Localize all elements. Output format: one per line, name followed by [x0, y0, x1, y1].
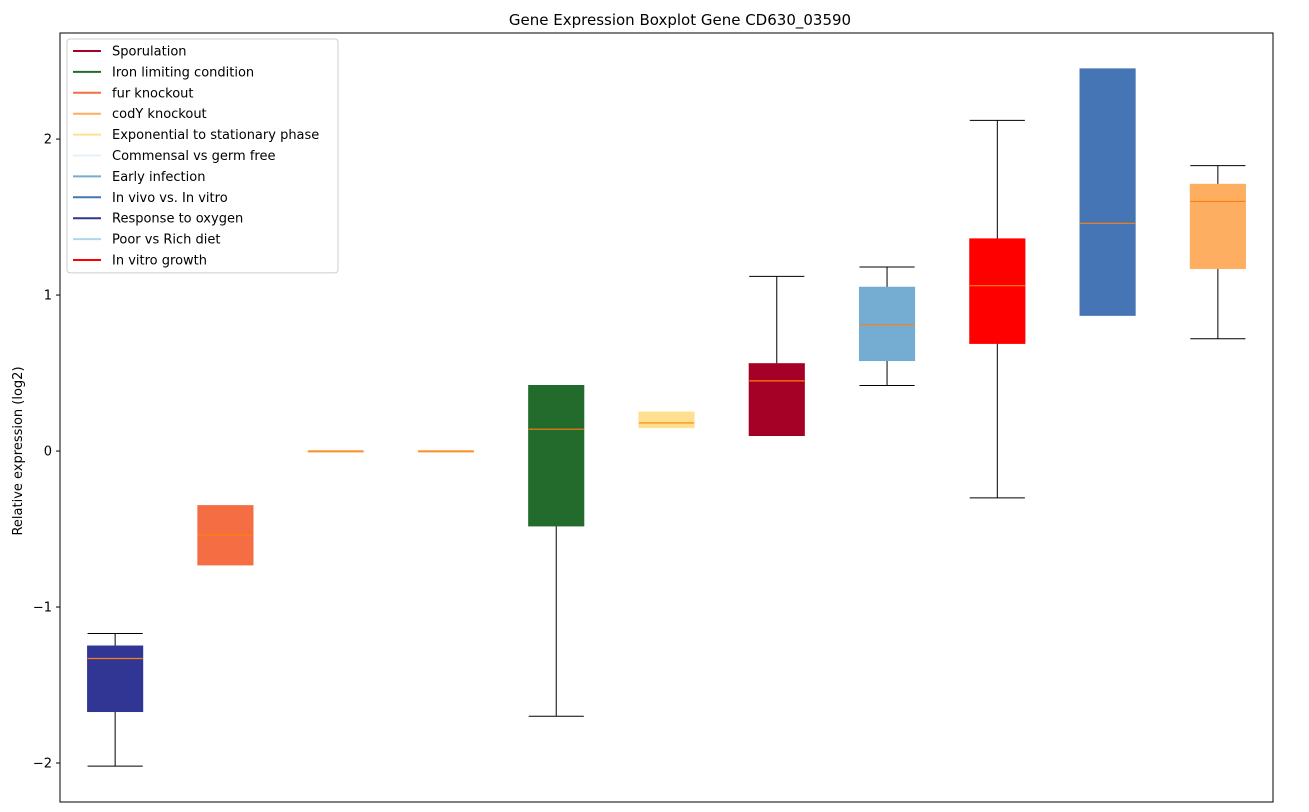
box-body — [969, 238, 1026, 344]
boxes-group — [87, 68, 1246, 767]
legend-label: Early infection — [112, 170, 205, 185]
legend-label: codY knockout — [112, 107, 207, 122]
legend-label: In vivo vs. In vitro — [112, 191, 228, 206]
legend: Sporulation Iron limiting condition fur kn… — [66, 38, 339, 274]
legend-entry: codY knockout — [73, 107, 207, 122]
box-10 — [1079, 68, 1136, 316]
box-9 — [969, 119, 1026, 499]
y-tick-label: −2 — [33, 757, 52, 772]
y-axis-label: Relative expression (log2) — [11, 366, 26, 535]
box-4 — [417, 450, 475, 453]
box-body — [1189, 183, 1246, 270]
box-body — [638, 411, 695, 429]
legend-entry: Commensal vs germ free — [73, 149, 275, 164]
plot-frame — [59, 32, 1274, 803]
legend-label: Commensal vs germ free — [112, 149, 275, 164]
box-8 — [858, 266, 916, 387]
legend-label: Sporulation — [112, 45, 187, 60]
legend-label: fur knockout — [112, 86, 194, 101]
legend-label: In vitro growth — [112, 254, 207, 269]
legend-label: Response to oxygen — [112, 212, 243, 227]
box-body — [748, 363, 805, 436]
chart-title: Gene Expression Boxplot Gene CD630_03590 — [509, 11, 851, 30]
legend-entry: Sporulation — [73, 45, 187, 60]
y-tick-label: 1 — [44, 289, 52, 304]
y-tick-label: −1 — [33, 601, 52, 616]
box-5 — [528, 385, 585, 717]
legend-entry: Iron limiting condition — [73, 65, 254, 80]
legend-label: Exponential to stationary phase — [112, 128, 319, 143]
legend-entry: In vivo vs. In vitro — [73, 191, 228, 206]
box-body — [1079, 68, 1136, 316]
box-3 — [307, 450, 364, 453]
y-axis-ticks: −2 −1 0 1 2 — [33, 133, 60, 772]
box-6 — [638, 411, 695, 429]
box-body — [858, 286, 916, 362]
legend-label: Iron limiting condition — [112, 65, 254, 80]
legend-entry: Poor vs Rich diet — [73, 233, 220, 248]
legend-entry: Exponential to stationary phase — [73, 128, 319, 143]
box-body — [528, 385, 585, 527]
legend-entry: In vitro growth — [73, 254, 207, 269]
box-11 — [1189, 165, 1246, 340]
box-1 — [87, 633, 144, 767]
box-body — [87, 645, 144, 713]
legend-label: Poor vs Rich diet — [112, 233, 220, 248]
legend-box — [66, 38, 339, 274]
box-7 — [748, 275, 805, 436]
legend-entry: fur knockout — [73, 86, 194, 101]
y-tick-label: 2 — [44, 133, 52, 148]
legend-entry: Early infection — [73, 170, 205, 185]
legend-entry: Response to oxygen — [73, 212, 243, 227]
y-tick-label: 0 — [44, 445, 52, 460]
box-2 — [197, 505, 254, 566]
